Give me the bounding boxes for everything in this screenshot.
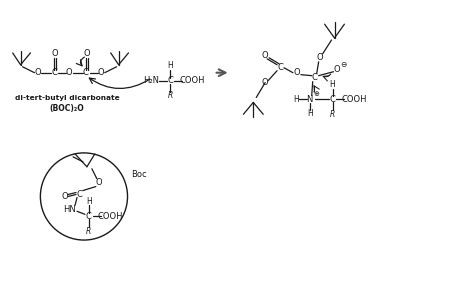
Text: O: O <box>62 192 68 201</box>
Text: N: N <box>306 95 313 104</box>
Text: ⊖: ⊖ <box>340 60 346 69</box>
Text: C: C <box>51 68 57 77</box>
Text: C: C <box>167 76 173 85</box>
Text: O: O <box>95 178 102 187</box>
Text: C: C <box>86 212 92 221</box>
Text: H: H <box>307 109 313 118</box>
Text: COOH: COOH <box>342 95 367 104</box>
Text: C: C <box>76 190 82 199</box>
Text: O: O <box>262 51 269 60</box>
Text: H: H <box>86 197 92 206</box>
Text: ⊕: ⊕ <box>314 92 320 98</box>
Text: C: C <box>83 68 89 77</box>
Text: O: O <box>293 68 300 77</box>
Text: H: H <box>293 95 299 104</box>
Text: O: O <box>262 78 269 87</box>
Text: C: C <box>312 73 318 82</box>
Text: O: O <box>316 53 323 62</box>
Text: di-tert-butyl dicarbonate: di-tert-butyl dicarbonate <box>15 96 119 101</box>
Text: O: O <box>84 49 90 58</box>
Text: H₂Ṅ: H₂Ṅ <box>143 76 159 85</box>
Text: O: O <box>52 49 58 58</box>
Text: R: R <box>86 227 91 236</box>
Text: COOH: COOH <box>98 212 123 221</box>
Text: O: O <box>34 68 40 77</box>
Text: C: C <box>277 63 283 72</box>
Text: Boc: Boc <box>131 170 147 179</box>
Text: R: R <box>167 91 173 100</box>
Text: (BOC)₂O: (BOC)₂O <box>50 104 85 113</box>
Text: HN: HN <box>63 205 76 214</box>
Text: O: O <box>98 68 104 77</box>
Text: H: H <box>330 80 335 89</box>
Text: H: H <box>167 61 173 70</box>
Text: O: O <box>333 65 340 74</box>
Text: C: C <box>329 95 335 104</box>
Text: R: R <box>330 110 335 119</box>
Text: COOH: COOH <box>179 76 205 85</box>
Text: O: O <box>66 68 72 77</box>
